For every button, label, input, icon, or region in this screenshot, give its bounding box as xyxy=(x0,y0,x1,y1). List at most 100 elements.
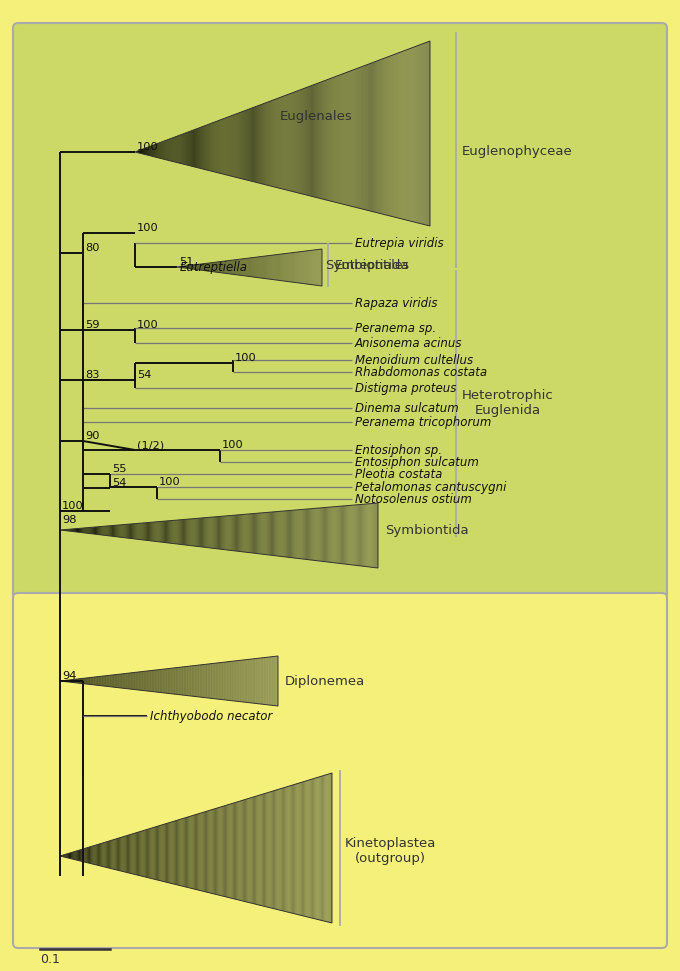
Polygon shape xyxy=(275,790,276,909)
Polygon shape xyxy=(80,679,81,684)
Polygon shape xyxy=(323,81,324,199)
Polygon shape xyxy=(172,138,173,161)
Polygon shape xyxy=(296,784,298,915)
Polygon shape xyxy=(150,671,151,691)
Polygon shape xyxy=(209,810,211,893)
Polygon shape xyxy=(141,150,142,153)
Polygon shape xyxy=(126,524,128,538)
Polygon shape xyxy=(265,103,266,184)
Polygon shape xyxy=(265,513,266,554)
Polygon shape xyxy=(215,809,216,894)
Polygon shape xyxy=(132,834,133,874)
Polygon shape xyxy=(129,524,130,538)
Polygon shape xyxy=(354,505,355,565)
Polygon shape xyxy=(346,72,347,205)
Polygon shape xyxy=(179,667,180,694)
Polygon shape xyxy=(116,525,117,537)
Polygon shape xyxy=(339,506,340,563)
Polygon shape xyxy=(268,102,269,185)
Polygon shape xyxy=(86,848,87,862)
Polygon shape xyxy=(279,97,281,188)
Text: Euglenophyceae: Euglenophyceae xyxy=(462,145,573,157)
Text: Symbiontida: Symbiontida xyxy=(325,258,409,272)
Polygon shape xyxy=(84,678,85,684)
Polygon shape xyxy=(267,513,268,554)
Polygon shape xyxy=(173,821,174,885)
Polygon shape xyxy=(106,842,107,868)
Polygon shape xyxy=(254,796,255,904)
Polygon shape xyxy=(167,520,168,543)
Polygon shape xyxy=(253,797,254,904)
Polygon shape xyxy=(325,81,326,200)
Polygon shape xyxy=(143,671,144,690)
Polygon shape xyxy=(418,45,419,223)
Polygon shape xyxy=(385,57,386,215)
Polygon shape xyxy=(179,820,180,886)
Polygon shape xyxy=(124,524,126,538)
Polygon shape xyxy=(84,849,86,862)
Polygon shape xyxy=(392,54,394,217)
Polygon shape xyxy=(223,662,224,700)
Polygon shape xyxy=(203,812,204,891)
Polygon shape xyxy=(262,657,263,704)
Polygon shape xyxy=(199,127,200,168)
Polygon shape xyxy=(257,513,258,553)
Polygon shape xyxy=(188,132,189,166)
Polygon shape xyxy=(153,670,154,691)
Polygon shape xyxy=(95,677,96,686)
Polygon shape xyxy=(316,84,317,198)
Polygon shape xyxy=(176,668,177,694)
Polygon shape xyxy=(105,842,106,867)
Polygon shape xyxy=(82,849,83,861)
Polygon shape xyxy=(246,799,247,902)
Polygon shape xyxy=(151,671,152,691)
Polygon shape xyxy=(245,110,246,180)
Polygon shape xyxy=(154,670,155,692)
Polygon shape xyxy=(135,523,136,539)
Text: Dinema sulcatum: Dinema sulcatum xyxy=(355,401,459,415)
Polygon shape xyxy=(61,855,62,856)
Text: 83: 83 xyxy=(85,370,99,380)
Polygon shape xyxy=(113,675,114,687)
Polygon shape xyxy=(347,506,348,564)
Polygon shape xyxy=(330,773,331,922)
Polygon shape xyxy=(67,529,69,531)
Polygon shape xyxy=(322,508,323,561)
Polygon shape xyxy=(233,115,235,177)
Polygon shape xyxy=(325,775,326,921)
Polygon shape xyxy=(138,832,139,876)
Polygon shape xyxy=(268,792,269,907)
Polygon shape xyxy=(236,114,237,178)
Polygon shape xyxy=(233,661,234,701)
Polygon shape xyxy=(165,669,166,693)
Polygon shape xyxy=(316,508,318,561)
Polygon shape xyxy=(267,102,268,185)
Polygon shape xyxy=(275,512,276,555)
Polygon shape xyxy=(165,140,167,160)
Polygon shape xyxy=(409,49,410,221)
Polygon shape xyxy=(295,784,296,914)
Polygon shape xyxy=(328,507,329,562)
Polygon shape xyxy=(286,94,288,190)
Polygon shape xyxy=(142,672,143,690)
Polygon shape xyxy=(255,796,256,904)
Polygon shape xyxy=(154,827,155,880)
Polygon shape xyxy=(73,529,75,532)
Polygon shape xyxy=(311,509,312,560)
Polygon shape xyxy=(282,511,283,556)
Text: Kinetoplastea
(outgroup): Kinetoplastea (outgroup) xyxy=(345,837,437,865)
Polygon shape xyxy=(188,817,189,887)
Polygon shape xyxy=(150,828,151,879)
Polygon shape xyxy=(167,669,168,693)
Polygon shape xyxy=(322,82,323,199)
Polygon shape xyxy=(239,515,240,552)
Polygon shape xyxy=(358,68,359,208)
Polygon shape xyxy=(252,659,253,703)
Polygon shape xyxy=(133,523,134,539)
Polygon shape xyxy=(247,659,248,702)
Polygon shape xyxy=(91,678,92,685)
Polygon shape xyxy=(225,662,226,700)
Polygon shape xyxy=(167,823,168,883)
Polygon shape xyxy=(64,854,65,857)
Polygon shape xyxy=(108,676,109,686)
